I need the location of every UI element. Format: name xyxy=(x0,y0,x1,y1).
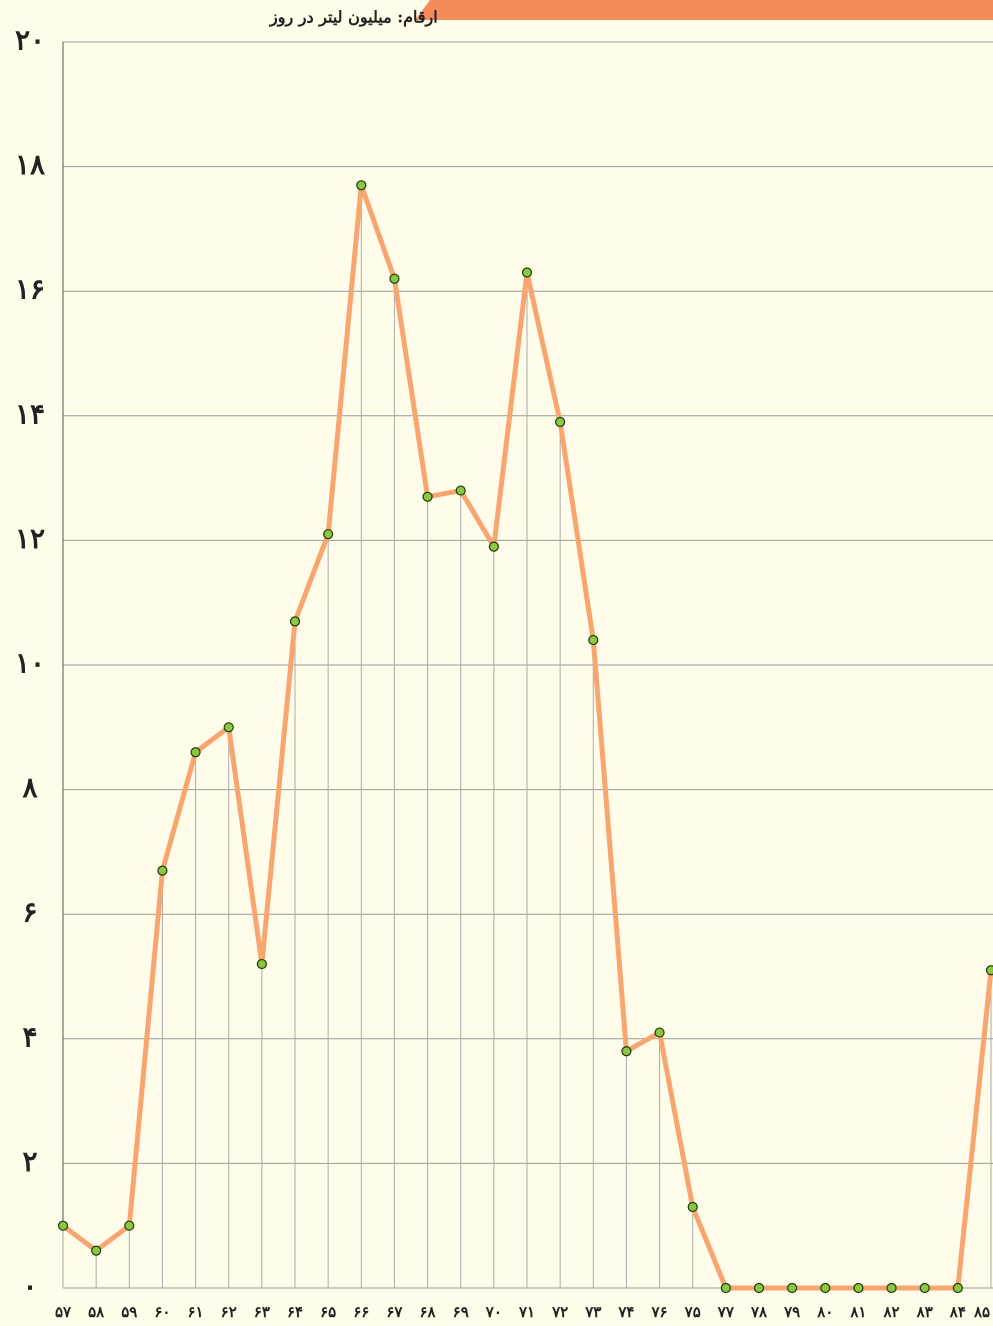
x-tick-label: ۸۳ xyxy=(916,1303,933,1321)
x-tick-label: ۶۳ xyxy=(254,1303,270,1321)
x-tick-label: ۷۰ xyxy=(485,1303,502,1321)
data-point xyxy=(57,1220,69,1231)
data-point xyxy=(787,1282,798,1294)
data-point xyxy=(488,541,499,552)
x-tick-label: ۷۳ xyxy=(584,1303,601,1321)
x-tick-label: ۶۵ xyxy=(320,1303,336,1321)
data-point xyxy=(455,485,466,496)
data-point xyxy=(886,1282,897,1294)
x-tick-label: ۶۱ xyxy=(188,1303,204,1321)
x-tick-label: ۸۰ xyxy=(816,1303,833,1321)
data-point xyxy=(223,722,234,733)
y-tick-label: ۴ xyxy=(22,1020,37,1053)
x-tick-label: ۷۷ xyxy=(717,1303,735,1321)
data-point xyxy=(289,616,301,627)
data-point xyxy=(389,273,400,284)
x-tick-label: ۶۲ xyxy=(221,1303,237,1321)
data-point xyxy=(323,529,334,540)
x-tick-label: ۵۷ xyxy=(55,1303,72,1321)
x-tick-label: ۷۴ xyxy=(617,1303,634,1321)
data-point xyxy=(720,1282,731,1294)
data-point xyxy=(687,1201,698,1213)
x-tick-label: ۷۹ xyxy=(783,1303,800,1321)
x-tick-label: ۶۹ xyxy=(453,1303,469,1321)
y-tick-label: ۱۲ xyxy=(15,522,45,555)
y-tick-label: ۶ xyxy=(22,896,37,929)
x-tick-label: ۶۰ xyxy=(154,1303,170,1321)
y-tick-label: ۲۰ xyxy=(15,24,45,57)
y-tick-label: ۱۰ xyxy=(15,647,45,680)
x-tick-label: ۶۴ xyxy=(287,1303,303,1321)
y-tick-label: ۱۸ xyxy=(15,148,46,181)
x-tick-label: ۷۲ xyxy=(551,1303,568,1321)
x-tick-label: ۷۵ xyxy=(684,1303,701,1321)
x-tick-label: ۸۱ xyxy=(849,1303,866,1321)
data-point xyxy=(356,180,367,191)
data-point xyxy=(190,747,201,758)
data-point xyxy=(853,1282,864,1294)
data-point xyxy=(919,1282,930,1294)
y-tick-label: ۱۴ xyxy=(15,397,45,430)
data-point xyxy=(621,1046,632,1057)
y-tick-label: ۱۶ xyxy=(15,273,45,306)
x-tick-label: ۷۶ xyxy=(651,1303,668,1321)
x-tick-label: ۷۱ xyxy=(518,1303,535,1321)
data-point xyxy=(157,865,168,876)
data-point xyxy=(521,267,533,278)
x-tick-label: ۶۸ xyxy=(420,1303,437,1321)
data-point xyxy=(555,416,566,428)
x-tick-label: ۶۷ xyxy=(386,1303,403,1321)
y-tick-label: ۰ xyxy=(22,1270,37,1303)
x-tick-label: ۵۹ xyxy=(121,1303,137,1321)
data-point xyxy=(256,958,267,970)
data-point xyxy=(654,1027,665,1038)
title-banner xyxy=(415,0,993,20)
data-point xyxy=(422,491,433,502)
y-axis-label: ارقام: میلیون لیتر در روز xyxy=(269,8,438,28)
x-tick-label: ۶۶ xyxy=(353,1303,369,1321)
data-point xyxy=(952,1282,963,1294)
y-tick-label: ۲ xyxy=(22,1145,37,1178)
x-tick-label: ۵۸ xyxy=(88,1303,105,1321)
x-tick-label: ۸۴ xyxy=(949,1303,966,1321)
x-tick-label: ۸۲ xyxy=(883,1303,900,1321)
data-point xyxy=(985,965,993,976)
data-point xyxy=(588,634,599,646)
data-point xyxy=(91,1245,102,1256)
data-point xyxy=(753,1282,765,1294)
data-point xyxy=(124,1220,135,1231)
x-tick-label: ۸۵ xyxy=(973,1303,990,1321)
x-tick-label: ۷۸ xyxy=(750,1303,768,1321)
y-tick-label: ۸ xyxy=(22,771,38,804)
data-point xyxy=(820,1282,831,1294)
